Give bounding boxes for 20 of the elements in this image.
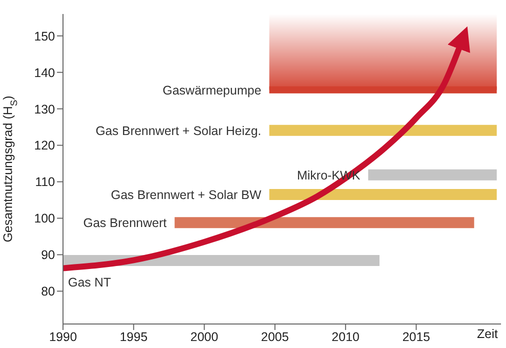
- x-tick-label: 1995: [120, 330, 148, 344]
- y-tick-label: 130: [34, 102, 56, 116]
- series-label: Gas Brennwert + Solar BW: [110, 188, 262, 202]
- x-axis-title: Zeit: [477, 327, 498, 341]
- y-tick-label: 140: [34, 66, 56, 80]
- y-tick-label: 100: [34, 212, 56, 226]
- x-tick-label: 2000: [190, 330, 218, 344]
- x-tick-label: 2015: [402, 330, 430, 344]
- x-tick-label: 2010: [332, 330, 360, 344]
- series-label: Gaswärmepumpe: [162, 83, 262, 98]
- series-label: Gas Brennwert: [83, 216, 168, 230]
- series-label: Gas Brennwert + Solar Heizg.: [96, 124, 262, 138]
- series-label: Gas NT: [68, 276, 112, 290]
- y-tick-label: 120: [34, 138, 56, 153]
- y-tick-label: 150: [34, 29, 56, 44]
- x-tick-label: 1990: [49, 330, 77, 344]
- y-tick-label: 80: [41, 284, 56, 299]
- y-tick-label: 110: [35, 175, 56, 190]
- y-tick-label: 90: [41, 248, 56, 262]
- x-tick-label: 2005: [261, 330, 289, 344]
